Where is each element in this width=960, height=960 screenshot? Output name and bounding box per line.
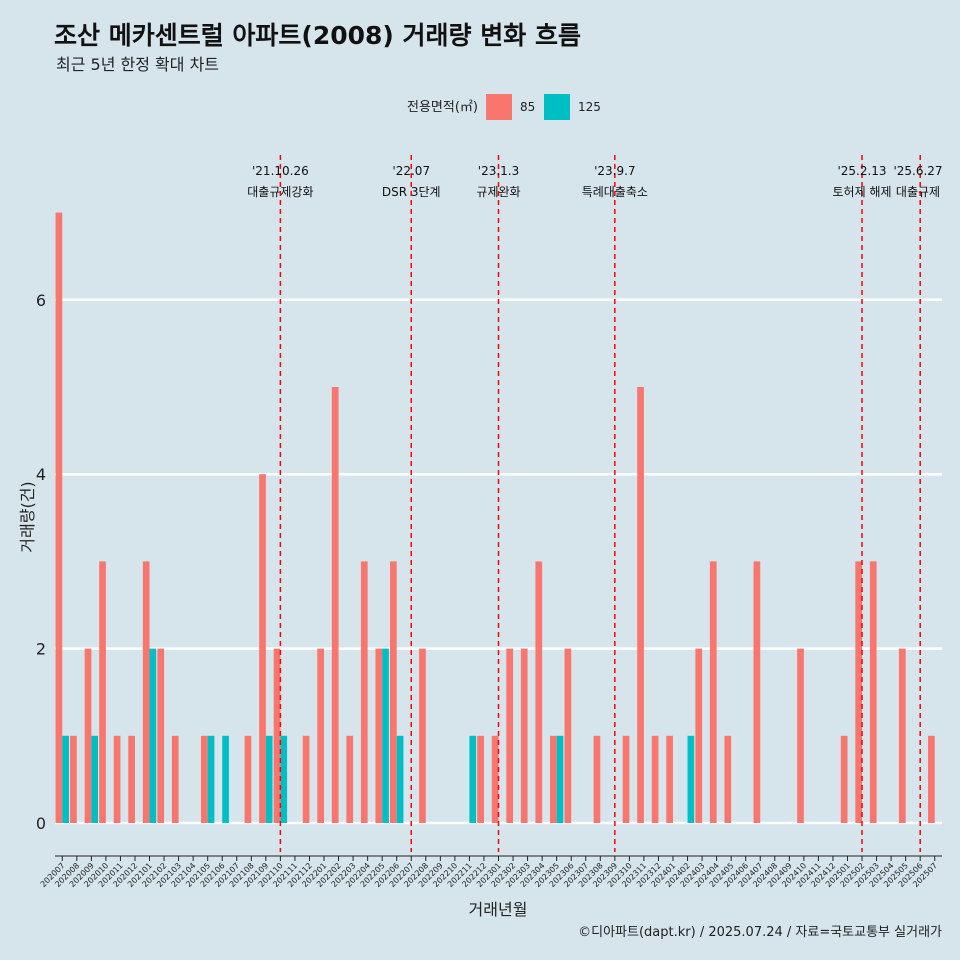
y-axis-title: 거래량(건) xyxy=(18,481,37,552)
bar-85-202009 xyxy=(84,648,92,823)
x-axis-title: 거래년월 xyxy=(469,900,528,919)
bar-85-202302 xyxy=(506,648,514,823)
bar-125-202110 xyxy=(280,735,288,823)
y-tick-label: 6 xyxy=(36,291,46,310)
bar-85-202401 xyxy=(666,735,673,823)
bar-125-202101 xyxy=(149,648,157,823)
bar-125-202105 xyxy=(207,735,215,823)
y-tick-label: 2 xyxy=(36,640,46,659)
bar-85-202109 xyxy=(259,474,266,823)
bar-85-202304 xyxy=(535,561,543,823)
bar-85-202103 xyxy=(171,735,179,823)
x-axis: 2020072020082020092020102020112020122021… xyxy=(39,855,942,889)
y-tick-label: 0 xyxy=(36,814,46,833)
bar-85-202403 xyxy=(695,648,703,823)
event-date-label: '23.1.3 xyxy=(478,164,519,178)
event-label: 특례대출축소 xyxy=(582,185,648,199)
bar-85-202204 xyxy=(360,561,368,823)
event-date-label: '25.2.13 xyxy=(837,164,886,178)
bars xyxy=(55,212,935,824)
legend-label-125: 125 xyxy=(578,100,601,114)
bar-85-202208 xyxy=(419,648,426,823)
bar-85-202312 xyxy=(651,735,659,823)
legend-label-85: 85 xyxy=(520,100,535,114)
bar-85-202501 xyxy=(840,735,848,823)
bar-125-202106 xyxy=(222,735,229,823)
bar-85-202101 xyxy=(142,561,150,823)
bar-85-202205 xyxy=(375,648,383,823)
bar-85-202203 xyxy=(346,735,354,823)
bar-85-202502 xyxy=(855,561,863,823)
bar-85-202010 xyxy=(99,561,106,823)
bar-85-202102 xyxy=(157,648,165,823)
y-tick-label: 4 xyxy=(36,465,46,484)
legend-title: 전용면적(㎡) xyxy=(407,100,478,115)
bar-85-202505 xyxy=(898,648,906,823)
bar-125-202205 xyxy=(382,648,389,823)
event-label: 대출규제 xyxy=(896,185,940,199)
bar-85-202212 xyxy=(477,735,484,823)
event-date-label: '22.07 xyxy=(392,164,430,178)
bar-125-202402 xyxy=(687,735,695,823)
bar-85-202105 xyxy=(200,735,208,823)
bar-125-202009 xyxy=(91,735,99,823)
bar-85-202108 xyxy=(244,735,252,823)
bar-125-202211 xyxy=(469,735,477,823)
bar-125-202305 xyxy=(556,735,564,823)
bar-85-202410 xyxy=(797,648,804,823)
y-axis: 0 2 4 6 xyxy=(36,291,46,833)
chart-title: 조산 메카센트럴 아파트(2008) 거래량 변화 흐름 xyxy=(54,21,581,50)
bar-85-202404 xyxy=(709,561,717,823)
bar-85-202012 xyxy=(128,735,135,823)
bar-85-202202 xyxy=(331,387,339,823)
bar-85-202503 xyxy=(869,561,877,823)
bar-85-202110 xyxy=(273,648,281,823)
bar-85-202308 xyxy=(593,735,601,823)
bar-85-202306 xyxy=(564,648,572,823)
bar-85-202201 xyxy=(317,648,325,823)
legend: 전용면적(㎡) 85 125 xyxy=(407,94,601,120)
event-date-label: '21.10.26 xyxy=(252,164,309,178)
event-label: 규제완화 xyxy=(476,185,520,199)
caption: ©디아파트(dapt.kr) / 2025.07.24 / 자료=국토교통부 실… xyxy=(578,925,942,940)
event-label: 토허제 해제 xyxy=(833,185,892,199)
bar-125-202109 xyxy=(265,735,273,823)
bar-85-202011 xyxy=(113,735,121,823)
bar-85-202007 xyxy=(55,212,63,824)
bar-85-202206 xyxy=(390,561,397,823)
bar-85-202407 xyxy=(753,561,761,823)
event-date-label: '25.6.27 xyxy=(893,164,942,178)
bar-85-202008 xyxy=(70,735,77,823)
bar-85-202507 xyxy=(928,735,935,823)
event-label: 대출규제강화 xyxy=(247,185,313,199)
legend-swatch-85 xyxy=(486,94,512,120)
bar-85-202303 xyxy=(520,648,528,823)
bar-85-202301 xyxy=(491,735,499,823)
bar-85-202311 xyxy=(637,387,644,823)
legend-swatch-125 xyxy=(544,94,570,120)
bar-85-202310 xyxy=(622,735,630,823)
event-date-label: '23.9.7 xyxy=(594,164,635,178)
bar-125-202007 xyxy=(62,735,69,823)
bar-85-202112 xyxy=(302,735,310,823)
bar-85-202305 xyxy=(549,735,557,823)
event-markers: '21.10.26 대출규제강화 '22.07 DSR 3단계 '23.1.3 규제완화 '… xyxy=(247,155,943,852)
bar-125-202206 xyxy=(396,735,404,823)
bar-85-202405 xyxy=(724,735,732,823)
chart-subtitle: 최근 5년 한정 확대 차트 xyxy=(56,55,219,74)
event-label: DSR 3단계 xyxy=(382,185,441,199)
